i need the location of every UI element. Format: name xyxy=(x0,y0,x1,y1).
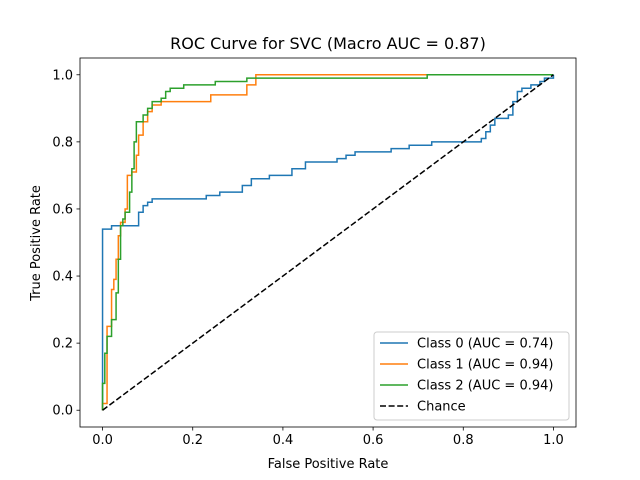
y-tick-label: 1.0 xyxy=(52,68,73,83)
y-tick-label: 0.8 xyxy=(52,135,73,150)
series-line-0 xyxy=(101,74,555,411)
series-line-2 xyxy=(101,74,554,411)
y-tick-label: 0.4 xyxy=(52,270,73,285)
x-tick-label: 0.4 xyxy=(273,433,294,448)
axes-frame xyxy=(79,57,577,428)
y-tick-label: 0.2 xyxy=(52,337,73,352)
chart-title: ROC Curve for SVC (Macro AUC = 0.87) xyxy=(170,34,486,53)
x-axis-label: False Positive Rate xyxy=(268,457,389,472)
x-tick-label: 1.0 xyxy=(543,433,564,448)
x-tick-label: 0.0 xyxy=(92,433,113,448)
plot-area: 0.0 0.2 0.4 0.6 0.8 1.0 0.0 0.2 0.4 0.6 0.8 1.0 xyxy=(52,57,577,448)
legend-box xyxy=(373,331,570,421)
y-tick-label: 0.6 xyxy=(52,202,73,217)
legend: Class 0 (AUC = 0.74) Class 1 (AUC = 0.94)… xyxy=(373,331,570,421)
y-axis-label: True Positive Rate xyxy=(29,185,44,302)
x-tick-label: 0.6 xyxy=(363,433,384,448)
x-tick-label: 0.2 xyxy=(182,433,203,448)
x-tick-label: 0.8 xyxy=(453,433,474,448)
series-line-3 xyxy=(102,74,554,411)
y-tick-label: 0.0 xyxy=(52,404,73,419)
legend-label: Class 0 (AUC = 0.74) xyxy=(417,337,553,352)
legend-label: Class 1 (AUC = 0.94) xyxy=(417,358,553,373)
legend-label: Chance xyxy=(417,400,466,415)
legend-label: Class 2 (AUC = 0.94) xyxy=(417,379,553,394)
